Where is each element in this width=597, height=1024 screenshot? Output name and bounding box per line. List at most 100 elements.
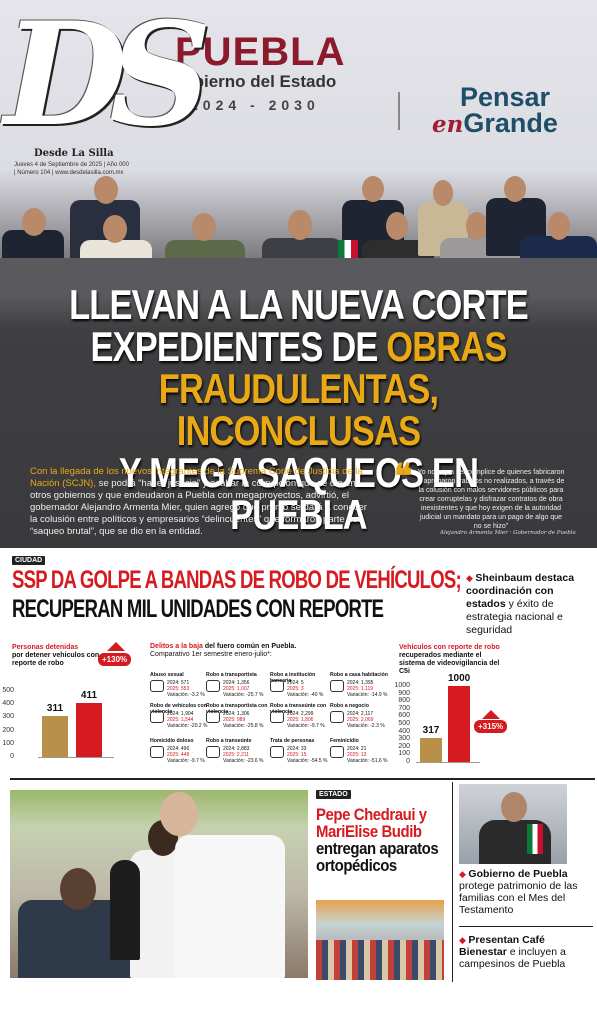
crime-values: 2024: 1,306 2025: 989 Variación: -25.8 %: [223, 711, 263, 729]
chart1-bar: [42, 715, 68, 757]
sidebar-photo[interactable]: [459, 784, 567, 864]
banner-puebla: PUEBLA: [175, 30, 346, 74]
chart1-title: Personas detenidas: [12, 644, 79, 651]
crime-item: Robo de vehículos con violencia 2024: 1,9…: [150, 703, 212, 741]
chart3-bar-label: 317: [422, 724, 440, 736]
crime-values: 2024: 1,395 2025: 1,119 Variación: -14.9 %: [347, 680, 387, 698]
crime-name: Robo a negocio: [330, 703, 369, 709]
crime-name: Robo a transportista con violencia: [206, 703, 268, 715]
ds-logo: DS: [4, 0, 212, 158]
headline-line-2: EXPEDIENTES DE OBRAS: [90, 323, 507, 370]
crime-value-2025: 2025: 13: [347, 752, 367, 758]
crime-value-2025: 2025: 3: [287, 686, 304, 692]
crime-value-2024: 2024: 1,356: [223, 680, 250, 686]
sidebar-item-testamento[interactable]: ◆ Gobierno de Puebla protege patrimonio …: [459, 868, 578, 916]
banner-divider: [398, 92, 400, 130]
chart1-bar-label: 411: [80, 689, 98, 701]
crime-value-2025: 2025: 553: [167, 686, 190, 692]
head-table: [0, 258, 597, 298]
crime-name: Feminicidio: [330, 738, 359, 744]
headline-line-1: LLEVAN A LA NUEVA CORTE: [69, 281, 529, 328]
crime-value-2024: 2024: 1,395: [347, 680, 374, 686]
person-9-head: [466, 212, 488, 240]
crime-variation: Variación: -25.7 %: [223, 692, 264, 698]
person-5-head: [288, 210, 312, 240]
photo-person-head: [160, 792, 198, 836]
person-4-head: [192, 213, 216, 241]
crime-value-2025: 2025: 15: [287, 752, 307, 758]
chart3-tick-label: 1000: [394, 682, 410, 689]
masthead-name: Desde La Silla: [34, 148, 114, 159]
banner-pensar: Pensar: [460, 82, 551, 112]
chart3-bar: [420, 737, 442, 762]
crime-values: 2024: 5 2025: 3 Variación: -40 %: [287, 680, 323, 698]
crime-item: Feminicidio 2024: 21 2025: 13 Variación: -5…: [330, 738, 392, 776]
crime-name: Robo a transeúnte con violencia: [270, 703, 327, 715]
section-divider: [10, 778, 595, 780]
crime-value-2024: 2024: 2,883: [223, 746, 250, 752]
crime-values: 2024: 33 2025: 15 Variación: -54.5 %: [287, 746, 327, 764]
crime-item: Robo a transeúnte 2024: 2,883 2025: 2,211 V…: [206, 738, 268, 776]
crime-name: Homicidio doloso: [150, 738, 194, 744]
chart1-axis: [38, 757, 114, 758]
person-3-head: [103, 215, 127, 243]
sidebar-divider: [459, 926, 593, 927]
crime-item: Robo a transportista con violencia 2024: …: [206, 703, 268, 741]
story3-photo-crowd[interactable]: [316, 900, 444, 980]
photo-person-head: [501, 792, 527, 822]
chart1-subtitle: por detener vehículos con reporte de rob…: [12, 652, 100, 667]
person-8-head: [433, 180, 453, 206]
chart3-tick-label: 900: [398, 689, 410, 697]
crime-value-2024: 2024: 1,904: [167, 711, 194, 717]
headline-line-4: Y MEGA SAQUEOS EN PUEBLA: [118, 449, 479, 538]
chart1-bar: [76, 702, 102, 757]
crime-name: Robo a casa habitación: [330, 672, 388, 678]
up-arrow-icon: [482, 710, 500, 719]
crime-name: Abuso sexual: [150, 672, 184, 678]
chart3-tick-label: 100: [398, 750, 410, 758]
story2-title-1[interactable]: SSP DA GOLPE A BANDAS DE ROBO DE VEHÍCUL…: [12, 566, 462, 594]
crime-value-2025: 2025: 2,069: [347, 717, 374, 723]
crime-variation: Variación: -2.3 %: [347, 723, 385, 729]
crime-item: Robo a transeúnte con violencia 2024: 2,2…: [270, 703, 332, 741]
crime-name: Robo a institución bancaria: [270, 672, 316, 684]
chart3-title: Vehículos con reporte de robo: [399, 644, 500, 651]
crime-icon: [330, 746, 344, 758]
photo-person: [175, 835, 285, 978]
lead-paragraph: Con la llegada de los nuevos integrantes…: [30, 466, 367, 537]
crime-variation: Variación: -40 %: [287, 692, 324, 698]
crime-icon: [206, 711, 220, 723]
section-tag-estado: ESTADO: [316, 790, 351, 799]
main-headline[interactable]: LLEVAN A LA NUEVA CORTE EXPEDIENTES DE O…: [54, 284, 544, 536]
banner-gobierno: Gobierno del Estado: [170, 72, 337, 91]
story3-photo[interactable]: [10, 790, 308, 978]
chart3-badge: +315%: [474, 720, 508, 733]
crime-variation: Variación: -25.8 %: [223, 723, 264, 729]
crime-icon: [206, 746, 220, 758]
chart3-tick-label: 400: [398, 727, 410, 735]
crime-values: 2024: 2,117 2025: 2,069 Variación: -2.3 %: [347, 711, 385, 729]
photo-person: [110, 860, 140, 960]
section-tag-ciudad: CIUDAD: [12, 556, 46, 565]
chart3-tick-label: 300: [398, 735, 410, 743]
crime-icon: [270, 746, 284, 758]
pull-quote: Yo no voy a ser cómplice de quienes fabr…: [417, 469, 565, 530]
story3-headline[interactable]: Pepe Chedraui y MariElise Budib entregan…: [316, 805, 439, 875]
chart1-tick-label: 200: [2, 726, 14, 734]
chart2-subtitle: Comparativo 1er semestre enero-julio*:: [150, 651, 272, 658]
crime-value-2024: 2024: 1,306: [223, 711, 250, 717]
crime-value-2024: 2024: 5: [287, 680, 304, 686]
photo-flag: [527, 824, 543, 854]
crime-icon: [150, 746, 164, 758]
crime-variation: Variación: -54.5 %: [287, 758, 328, 764]
photo-person-head: [60, 868, 96, 910]
crime-icon: [150, 711, 164, 723]
story2-title-2[interactable]: RECUPERAN MIL UNIDADES CON REPORTE: [12, 595, 384, 623]
crime-value-2025: 2025: 989: [223, 717, 246, 723]
sidebar-item-cafe[interactable]: ◆ Presentan Café Bienestar e incluyen a …: [459, 934, 566, 970]
crime-value-2024: 2024: 496: [167, 746, 190, 752]
chart1-tick-label: 100: [2, 739, 14, 747]
sidebar-sheinbaum[interactable]: ◆ Sheinbaum destaca coordinación con est…: [466, 572, 575, 636]
banner-years: 2024 - 2030: [190, 97, 320, 113]
up-arrow-icon: [107, 642, 125, 651]
